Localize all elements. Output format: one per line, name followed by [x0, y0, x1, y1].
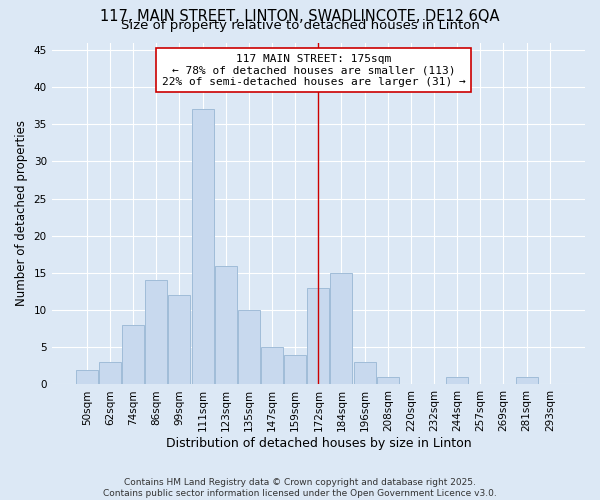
Bar [307, 288, 329, 384]
Bar [169, 296, 190, 384]
Text: 117, MAIN STREET, LINTON, SWADLINCOTE, DE12 6QA: 117, MAIN STREET, LINTON, SWADLINCOTE, D… [100, 9, 500, 24]
Text: 117 MAIN STREET: 175sqm
← 78% of detached houses are smaller (113)
22% of semi-d: 117 MAIN STREET: 175sqm ← 78% of detache… [162, 54, 466, 87]
Bar [515, 377, 538, 384]
Text: Size of property relative to detached houses in Linton: Size of property relative to detached ho… [121, 19, 479, 32]
Bar [284, 354, 306, 384]
Bar [261, 348, 283, 385]
Bar [191, 110, 214, 384]
Bar [377, 377, 399, 384]
Bar [238, 310, 260, 384]
Bar [122, 325, 144, 384]
Bar [353, 362, 376, 384]
Y-axis label: Number of detached properties: Number of detached properties [15, 120, 28, 306]
Text: Contains HM Land Registry data © Crown copyright and database right 2025.
Contai: Contains HM Land Registry data © Crown c… [103, 478, 497, 498]
Bar [331, 273, 352, 384]
Bar [446, 377, 468, 384]
X-axis label: Distribution of detached houses by size in Linton: Distribution of detached houses by size … [166, 437, 471, 450]
Bar [215, 266, 237, 384]
Bar [76, 370, 98, 384]
Bar [99, 362, 121, 384]
Bar [145, 280, 167, 384]
